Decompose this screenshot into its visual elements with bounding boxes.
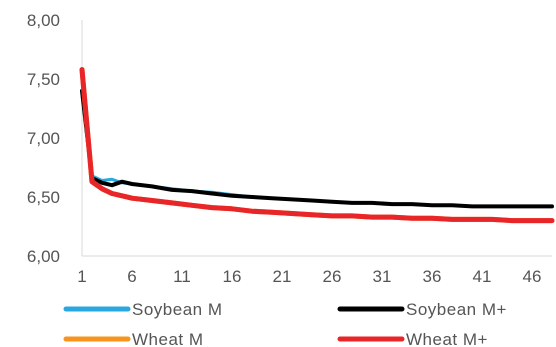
series-line-soybean-m bbox=[80, 88, 554, 209]
series-line-wheat-m bbox=[79, 67, 555, 224]
y-tick-label: 7,00 bbox=[27, 129, 60, 148]
y-tick-label: 7,50 bbox=[27, 70, 60, 89]
y-tick-label: 6,00 bbox=[27, 247, 60, 266]
x-tick-label: 21 bbox=[273, 267, 292, 286]
x-tick-label: 16 bbox=[223, 267, 242, 286]
legend-label: Wheat M+ bbox=[406, 330, 488, 347]
legend-label: Wheat M bbox=[132, 330, 204, 347]
legend-label: Soybean M+ bbox=[406, 300, 507, 319]
chart-tick-labels: 6,006,507,007,508,001 6 11 16 21 26 31 36 41 46 bbox=[27, 11, 542, 286]
chart-series bbox=[79, 67, 555, 224]
x-tick-label: 26 bbox=[323, 267, 342, 286]
series-line-soybean-m bbox=[80, 91, 554, 208]
x-tick-label: 1 bbox=[77, 267, 86, 286]
series-line-wheat-m bbox=[79, 67, 555, 224]
legend-label: Soybean M bbox=[132, 300, 223, 319]
x-tick-label: 11 bbox=[173, 267, 191, 286]
x-tick-label: 36 bbox=[423, 267, 442, 286]
chart-axes bbox=[81, 20, 552, 257]
x-tick-label: 31 bbox=[373, 267, 392, 286]
chart-legend: Soybean M Soybean M+ Wheat M Wheat M+ bbox=[63, 300, 507, 347]
y-tick-label: 6,50 bbox=[27, 188, 60, 207]
x-tick-label: 46 bbox=[523, 267, 542, 286]
x-tick-label: 6 bbox=[127, 267, 136, 286]
y-tick-label: 8,00 bbox=[27, 11, 60, 30]
x-tick-label: 41 bbox=[473, 267, 492, 286]
